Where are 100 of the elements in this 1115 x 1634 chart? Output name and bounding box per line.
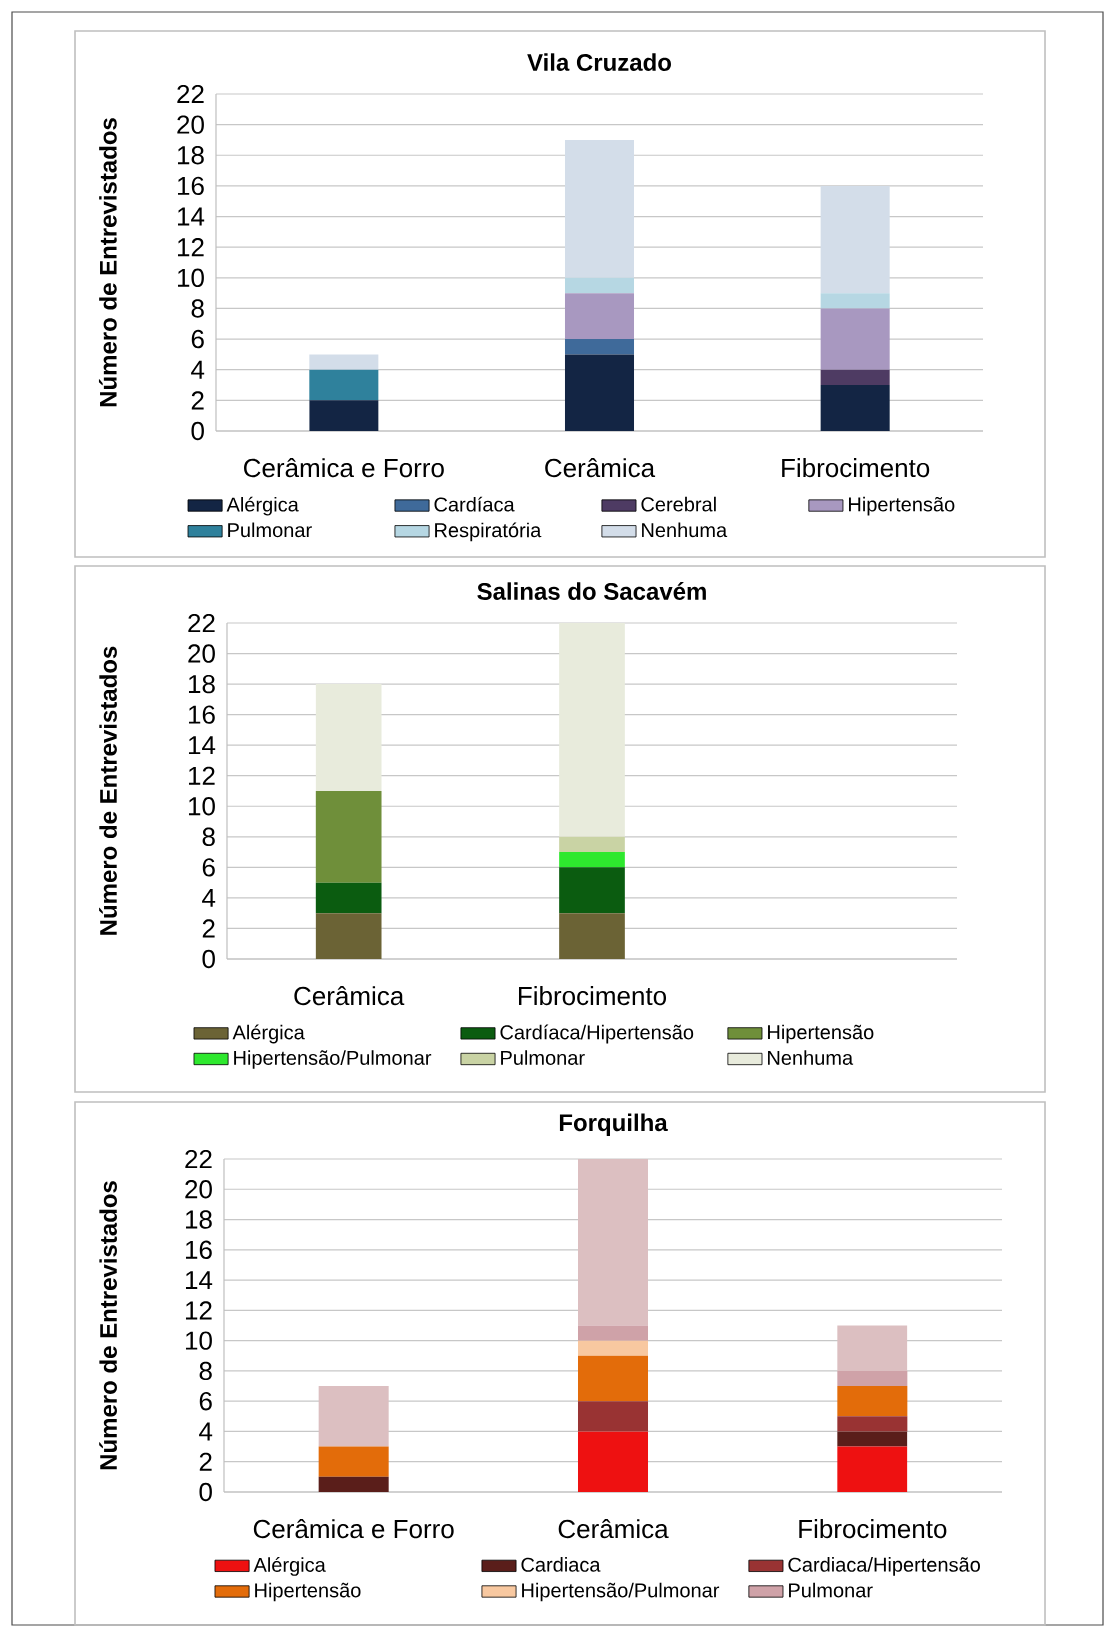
y-tick-label: 6	[202, 858, 215, 877]
y-tick-label: 20	[177, 115, 204, 134]
bar	[309, 400, 379, 431]
y-tick-label: 0	[199, 1482, 212, 1502]
y-tick-label: 10	[177, 268, 204, 288]
y-tick-label: 4	[191, 360, 205, 379]
bar	[318, 1446, 389, 1477]
legend-label: Hipertensão	[768, 1024, 874, 1044]
legend-label: Cardiaca/Hipertensão	[788, 1557, 980, 1576]
legend-label: Cardíaca/Hipertensão	[500, 1024, 694, 1044]
bar	[559, 623, 625, 837]
bar	[559, 852, 625, 868]
y-tick-label: 6	[199, 1391, 212, 1411]
y-tick-label: 20	[185, 1180, 212, 1199]
y-tick-label: 18	[185, 1210, 212, 1229]
y-tick-label: 18	[188, 674, 215, 694]
bar	[577, 1340, 649, 1356]
bar	[820, 185, 890, 294]
legend-label: Nenhuma	[642, 522, 728, 538]
legend-label: Alérgica	[253, 1556, 326, 1576]
bar	[820, 293, 890, 309]
legend-label: Alérgica	[232, 1024, 305, 1044]
legend-label: Hipertensão	[849, 496, 955, 516]
x-tick-label: Cerâmica e Forro	[244, 458, 444, 478]
x-tick-label: Cerâmica	[545, 458, 656, 478]
bar	[837, 1431, 908, 1447]
legend-label: Pulmonar	[789, 1582, 873, 1598]
bar	[577, 1431, 649, 1492]
legend-label: Alérgica	[226, 496, 299, 516]
bar	[577, 1355, 649, 1402]
bar	[564, 139, 635, 278]
y-tick-label: 10	[185, 1331, 212, 1350]
y-tick-label: 0	[191, 421, 204, 441]
legend-label: Respiratória	[435, 522, 542, 542]
bar	[820, 369, 890, 386]
y-tick-label: 22	[185, 1149, 212, 1169]
y-tick-label: 22	[177, 84, 204, 104]
x-tick-label: Cerâmica e Forro	[253, 1519, 454, 1539]
y-tick-label: 12	[177, 238, 204, 257]
x-tick-label: Fibrocimento	[799, 1519, 947, 1539]
bar	[315, 882, 382, 914]
bar	[559, 867, 625, 914]
y-tick-label: 2	[202, 919, 215, 938]
y-tick-label: 4	[202, 888, 216, 907]
y-tick-label: 2	[191, 391, 204, 410]
y-tick-label: 10	[188, 797, 215, 816]
y-tick-label: 18	[177, 146, 204, 165]
x-tick-label: Cerâmica	[294, 986, 405, 1006]
y-tick-label: 20	[188, 644, 215, 663]
chart-title: Forquilha	[559, 1113, 668, 1136]
legend-label: Cerebral	[641, 496, 716, 512]
bar	[309, 369, 379, 401]
bar	[318, 1476, 389, 1492]
legend-label: Nenhuma	[768, 1050, 854, 1065]
bar	[837, 1325, 908, 1371]
bar	[564, 339, 635, 355]
bar	[564, 277, 635, 294]
y-tick-label: 8	[202, 827, 215, 847]
bar	[315, 684, 382, 791]
y-tick-label: 4	[199, 1422, 213, 1441]
bar	[315, 790, 382, 883]
legend-label: Hipertensão	[255, 1582, 361, 1602]
bar	[837, 1446, 908, 1492]
legend-label: Cardiaca	[521, 1557, 601, 1572]
bar	[837, 1416, 908, 1432]
bar	[837, 1370, 908, 1387]
y-tick-label: 8	[191, 299, 204, 318]
bar	[577, 1159, 649, 1326]
y-tick-label: 12	[185, 1301, 212, 1320]
bar	[577, 1401, 649, 1432]
y-tick-label: 14	[177, 207, 205, 226]
legend-label: Hipertensão/Pulmonar	[522, 1582, 720, 1602]
bar	[564, 293, 635, 340]
bar	[559, 836, 625, 853]
bar	[837, 1386, 908, 1417]
x-tick-label: Fibrocimento	[782, 458, 930, 478]
bar	[315, 913, 382, 959]
legend-label: Hipertensão/Pulmonar	[234, 1050, 432, 1069]
y-tick-label: 0	[202, 949, 215, 969]
y-tick-label: 16	[188, 705, 215, 724]
y-axis-title: Número de Entrevistados	[99, 646, 117, 935]
y-tick-label: 6	[191, 329, 204, 349]
y-axis-title: Número de Entrevistados	[98, 118, 117, 407]
x-tick-label: Fibrocimento	[519, 986, 667, 1006]
chart-title: Salinas do Sacavém	[477, 582, 706, 600]
bar	[318, 1386, 389, 1447]
legend-label: Pulmonar	[228, 522, 312, 538]
bar	[559, 913, 625, 959]
y-tick-label: 14	[185, 1271, 213, 1290]
bar	[820, 385, 890, 431]
bar	[564, 354, 635, 431]
legend-label: Cardíaca	[434, 496, 515, 512]
y-tick-label: 12	[188, 766, 215, 785]
y-axis-title: Número de Entrevistados	[99, 1181, 117, 1470]
bar	[577, 1325, 649, 1341]
y-tick-label: 16	[177, 176, 204, 196]
y-tick-label: 22	[188, 613, 215, 633]
x-tick-label: Cerâmica	[558, 1519, 669, 1539]
y-tick-label: 8	[199, 1361, 212, 1381]
y-tick-label: 16	[185, 1240, 212, 1260]
